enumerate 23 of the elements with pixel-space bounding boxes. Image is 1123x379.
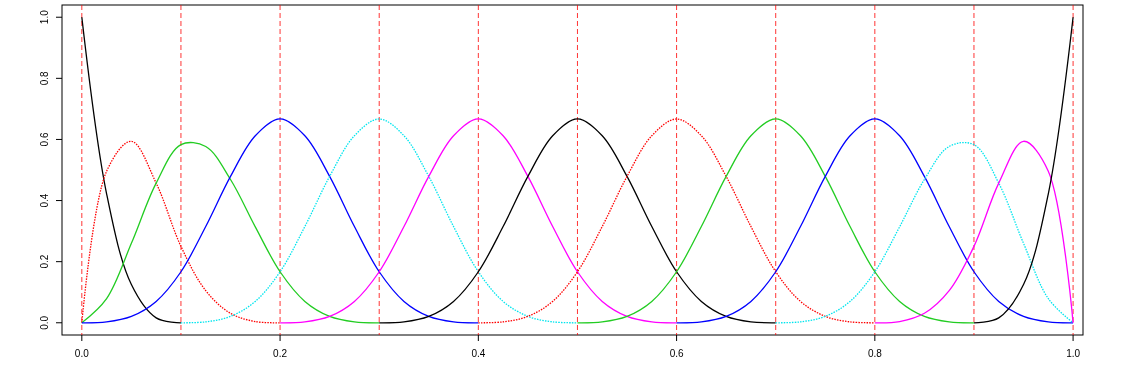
line-series — [279, 118, 678, 324]
y-tick-label: 0.8 — [39, 70, 50, 86]
x-tick-label: 0.0 — [74, 348, 90, 359]
line-series — [874, 140, 1074, 324]
line-series — [378, 118, 777, 324]
y-tick-label: 0.0 — [39, 315, 50, 330]
x-tick-label: 0.4 — [471, 348, 486, 359]
line-series — [675, 118, 1074, 324]
x-tick-label: 0.8 — [867, 348, 883, 359]
x-tick-label: 0.2 — [273, 348, 288, 359]
line-series — [576, 118, 975, 324]
y-tick-label: 0.2 — [39, 254, 50, 269]
y-tick-label: 1.0 — [39, 9, 50, 25]
line-series — [81, 16, 182, 324]
y-tick-label: 0.4 — [39, 193, 50, 208]
line-series — [973, 16, 1074, 324]
line-series — [81, 142, 380, 324]
y-tick-label: 0.6 — [39, 132, 50, 147]
x-tick-label: 1.0 — [1066, 348, 1081, 359]
line-series — [81, 118, 479, 324]
line-series — [180, 118, 579, 324]
x-tick-label: 0.6 — [669, 348, 684, 359]
line-series — [775, 142, 1074, 324]
